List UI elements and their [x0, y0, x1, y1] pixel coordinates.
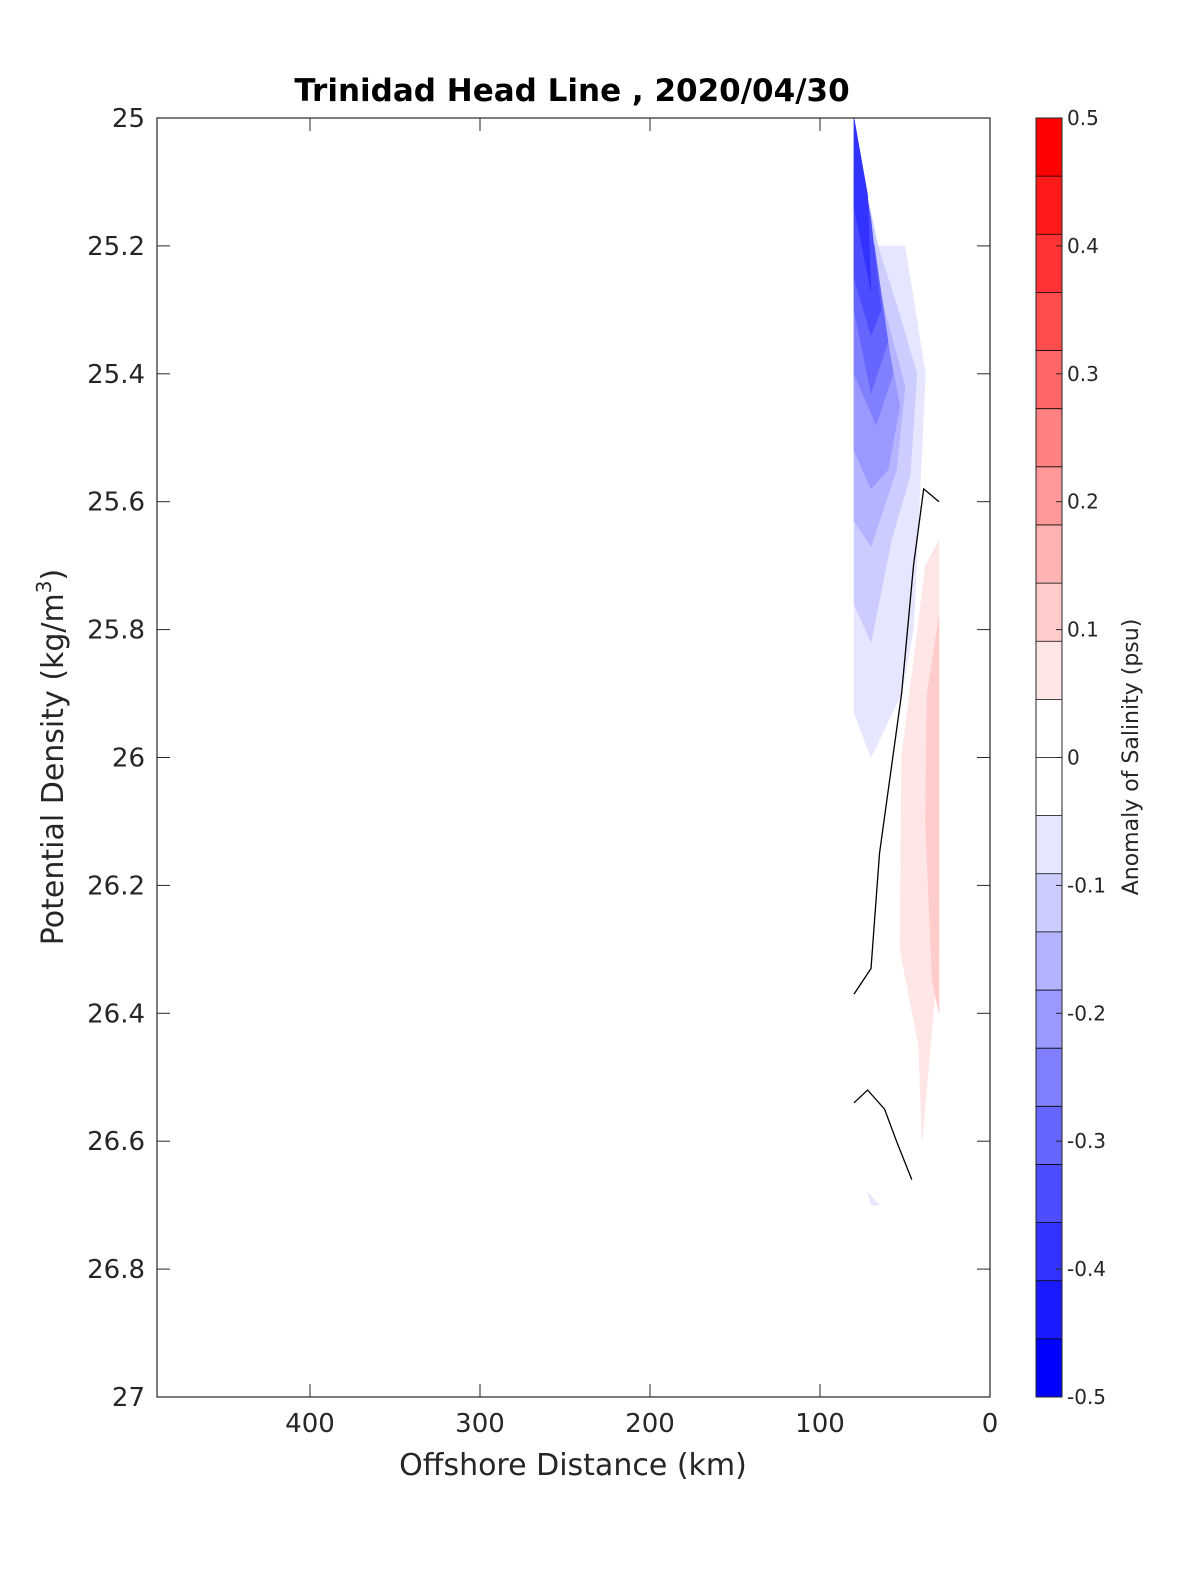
y-axis-label-main: Potential Density (kg/m [36, 593, 71, 945]
y-tick-label-25.8: 25.8 [87, 616, 145, 646]
contour-fills [853, 118, 940, 1206]
contour-region-10 [867, 1192, 881, 1206]
x-axis-label: Offshore Distance (km) [399, 1448, 747, 1483]
colorbar-segment-7 [1036, 524, 1062, 584]
x-axis-ticks: 400 300 200 100 0 [285, 118, 998, 1439]
colorbar-segment-17 [1036, 1106, 1062, 1165]
y-tick-label-26.8: 26.8 [87, 1255, 145, 1285]
colorbar-segment-5 [1036, 408, 1062, 468]
colorbar-tick-label-0: 0.5 [1067, 106, 1099, 130]
y-axis-label-close: ) [36, 569, 71, 581]
y-tick-label-25: 25 [112, 104, 145, 134]
y-tick-label-26: 26 [112, 744, 145, 774]
zero-contour-1 [853, 1089, 913, 1180]
contour-region-7 [853, 118, 872, 291]
colorbar-segment-18 [1036, 1164, 1062, 1224]
y-tick-label-27: 27 [112, 1383, 145, 1413]
x-tick-label-300: 300 [455, 1409, 505, 1439]
colorbar-segment-12 [1036, 815, 1062, 875]
colorbar-segment-2 [1036, 234, 1062, 293]
colorbar-segment-1 [1036, 176, 1062, 235]
zero-contour-lines [853, 487, 940, 1180]
colorbar-segment-6 [1036, 466, 1062, 526]
plot-area [157, 118, 990, 1397]
y-axis-label-sup: 3 [32, 580, 56, 593]
zero-contour-0 [853, 487, 940, 995]
colorbar-tick-label-10: -0.5 [1067, 1385, 1106, 1409]
y-tick-label-25.6: 25.6 [87, 488, 145, 518]
colorbar-segment-21 [1036, 1338, 1062, 1398]
colorbar-segment-11 [1036, 757, 1062, 817]
colorbar-segment-16 [1036, 1048, 1062, 1107]
colorbar-segment-15 [1036, 990, 1062, 1049]
y-tick-label-25.4: 25.4 [87, 360, 145, 390]
colorbar-label: Anomaly of Salinity (psu) [1119, 619, 1144, 896]
colorbar-tick-label-3: 0.2 [1067, 490, 1099, 514]
colorbar-tick-label-8: -0.3 [1067, 1129, 1106, 1153]
x-tick-label-200: 200 [625, 1409, 675, 1439]
colorbar-tick-label-9: -0.4 [1067, 1257, 1106, 1281]
y-tick-label-26.2: 26.2 [87, 871, 145, 901]
y-tick-label-25.2: 25.2 [87, 232, 145, 262]
colorbar-segment-0 [1036, 118, 1062, 177]
colorbar-segment-3 [1036, 292, 1062, 352]
colorbar-tick-label-5: 0 [1067, 746, 1080, 770]
contour-region-9 [925, 616, 940, 1014]
x-tick-label-400: 400 [285, 1409, 335, 1439]
colorbar-tick-label-7: -0.2 [1067, 1001, 1106, 1025]
y-axis-label: Potential Density (kg/m3) [32, 569, 71, 945]
y-axis-ticks: 25 25.2 25.4 25.6 25.8 26 26.2 26.4 26.6 26.8 27 [87, 104, 990, 1413]
colorbar-segment-14 [1036, 931, 1062, 991]
y-tick-label-26.6: 26.6 [87, 1127, 145, 1157]
colorbar-tick-label-1: 0.4 [1067, 234, 1099, 258]
colorbar-ticks: 0.5 0.4 0.3 0.2 0.1 0 -0.1 -0.2 -0.3 -0.4 -0.5 [1056, 106, 1106, 1409]
colorbar-segment-13 [1036, 873, 1062, 933]
colorbar-tick-label-2: 0.3 [1067, 362, 1099, 386]
colorbar-tick-label-6: -0.1 [1067, 873, 1106, 897]
colorbar-segment-10 [1036, 699, 1062, 758]
x-tick-label-0: 0 [982, 1409, 999, 1439]
colorbar-segment-9 [1036, 641, 1062, 700]
colorbar [1036, 118, 1062, 1398]
chart-title: Trinidad Head Line , 2020/04/30 [294, 73, 849, 109]
colorbar-segment-4 [1036, 350, 1062, 410]
colorbar-segment-19 [1036, 1222, 1062, 1282]
y-tick-label-26.4: 26.4 [87, 999, 145, 1029]
colorbar-tick-label-4: 0.1 [1067, 618, 1099, 642]
x-tick-label-100: 100 [795, 1409, 845, 1439]
colorbar-segment-20 [1036, 1280, 1062, 1340]
colorbar-segment-8 [1036, 583, 1062, 642]
